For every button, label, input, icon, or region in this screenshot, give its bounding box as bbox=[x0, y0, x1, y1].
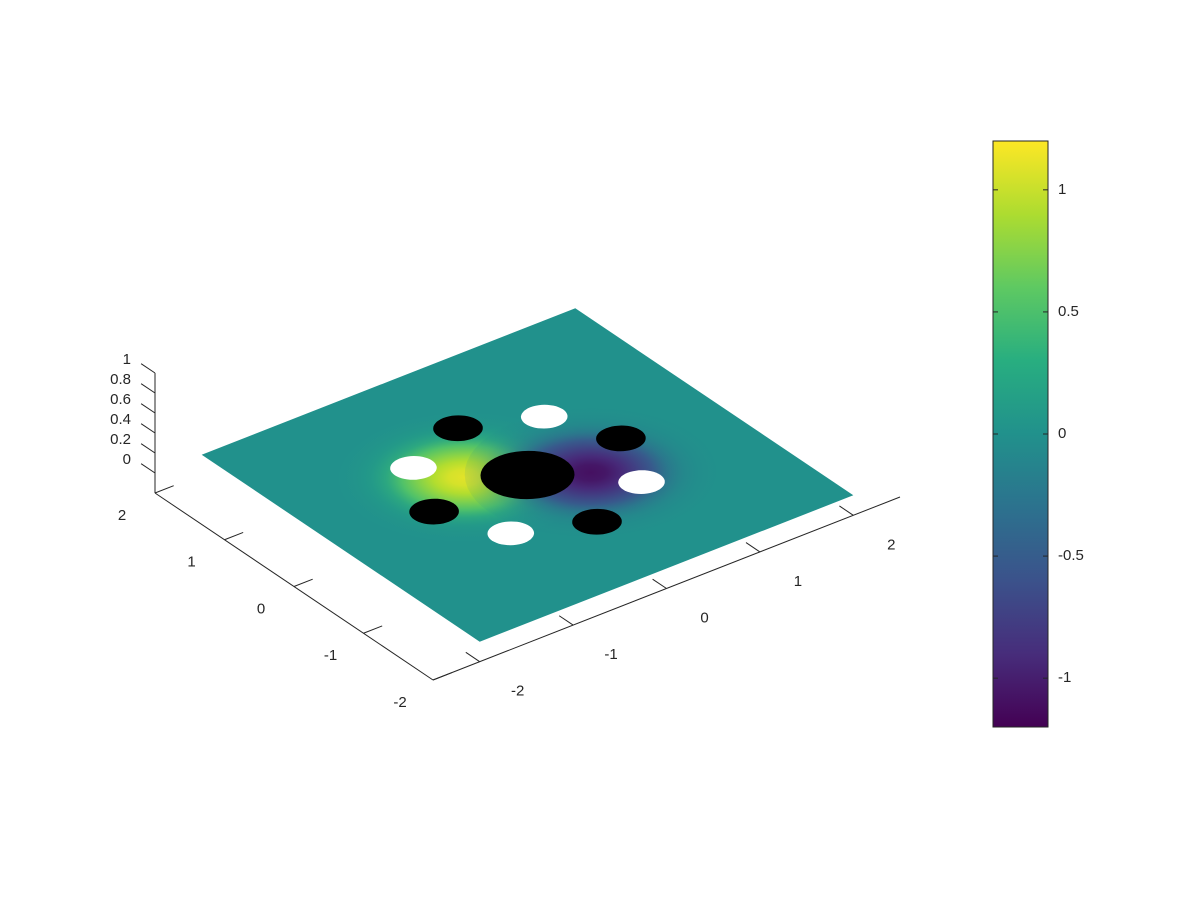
x-tick bbox=[839, 505, 854, 516]
z-tick-label: 0.4 bbox=[110, 411, 131, 428]
hole bbox=[520, 404, 568, 429]
z-tick-label: 0.6 bbox=[110, 391, 131, 408]
y-tick bbox=[432, 672, 452, 681]
colorbar bbox=[992, 140, 1049, 728]
colorbar-tick-label: 1 bbox=[1058, 181, 1066, 198]
z-tick-label: 1 bbox=[123, 351, 131, 368]
x-tick-label: 0 bbox=[700, 609, 708, 626]
mesh-disk bbox=[596, 425, 646, 452]
x-tick bbox=[652, 578, 667, 589]
z-tick bbox=[140, 383, 156, 394]
y-tick-label: -1 bbox=[324, 647, 337, 664]
x-tick-label: -1 bbox=[604, 646, 617, 663]
hole bbox=[618, 470, 665, 494]
z-tick-label: 0.8 bbox=[110, 371, 131, 388]
mesh-disk bbox=[433, 415, 483, 442]
x-tick bbox=[465, 651, 480, 663]
y-tick-label: 1 bbox=[187, 554, 195, 571]
z-tick-label: 0.2 bbox=[110, 431, 131, 448]
x-tick bbox=[745, 542, 761, 553]
colorbar-tick-label: -0.5 bbox=[1058, 547, 1084, 564]
z-tick-label: 0 bbox=[123, 451, 131, 468]
y-tick-label: 2 bbox=[118, 507, 126, 524]
mesh-disk bbox=[409, 498, 459, 525]
hole bbox=[487, 521, 535, 546]
z-tick bbox=[140, 363, 156, 374]
colorbar-tick-label: 0.5 bbox=[1058, 303, 1079, 320]
z-tick bbox=[140, 443, 156, 454]
x-tick bbox=[558, 615, 574, 626]
y-tick bbox=[154, 485, 174, 494]
colorbar-tick-label: -1 bbox=[1058, 669, 1071, 686]
y-tick bbox=[293, 578, 313, 587]
hole bbox=[390, 456, 437, 480]
y-tick-label: 0 bbox=[257, 600, 265, 617]
z-tick bbox=[140, 403, 156, 414]
x-tick-label: 1 bbox=[794, 573, 802, 590]
x-tick-label: 2 bbox=[887, 536, 895, 553]
y-tick bbox=[224, 531, 244, 541]
surface-trough bbox=[464, 408, 717, 537]
y-tick bbox=[363, 625, 383, 634]
colorbar-tick-label: 0 bbox=[1058, 425, 1066, 442]
z-tick bbox=[140, 423, 156, 434]
z-tick bbox=[140, 463, 156, 474]
mesh-disk bbox=[480, 450, 575, 500]
mesh-disk bbox=[572, 508, 622, 535]
x-tick-label: -2 bbox=[511, 683, 524, 700]
y-tick-label: -2 bbox=[393, 694, 406, 711]
